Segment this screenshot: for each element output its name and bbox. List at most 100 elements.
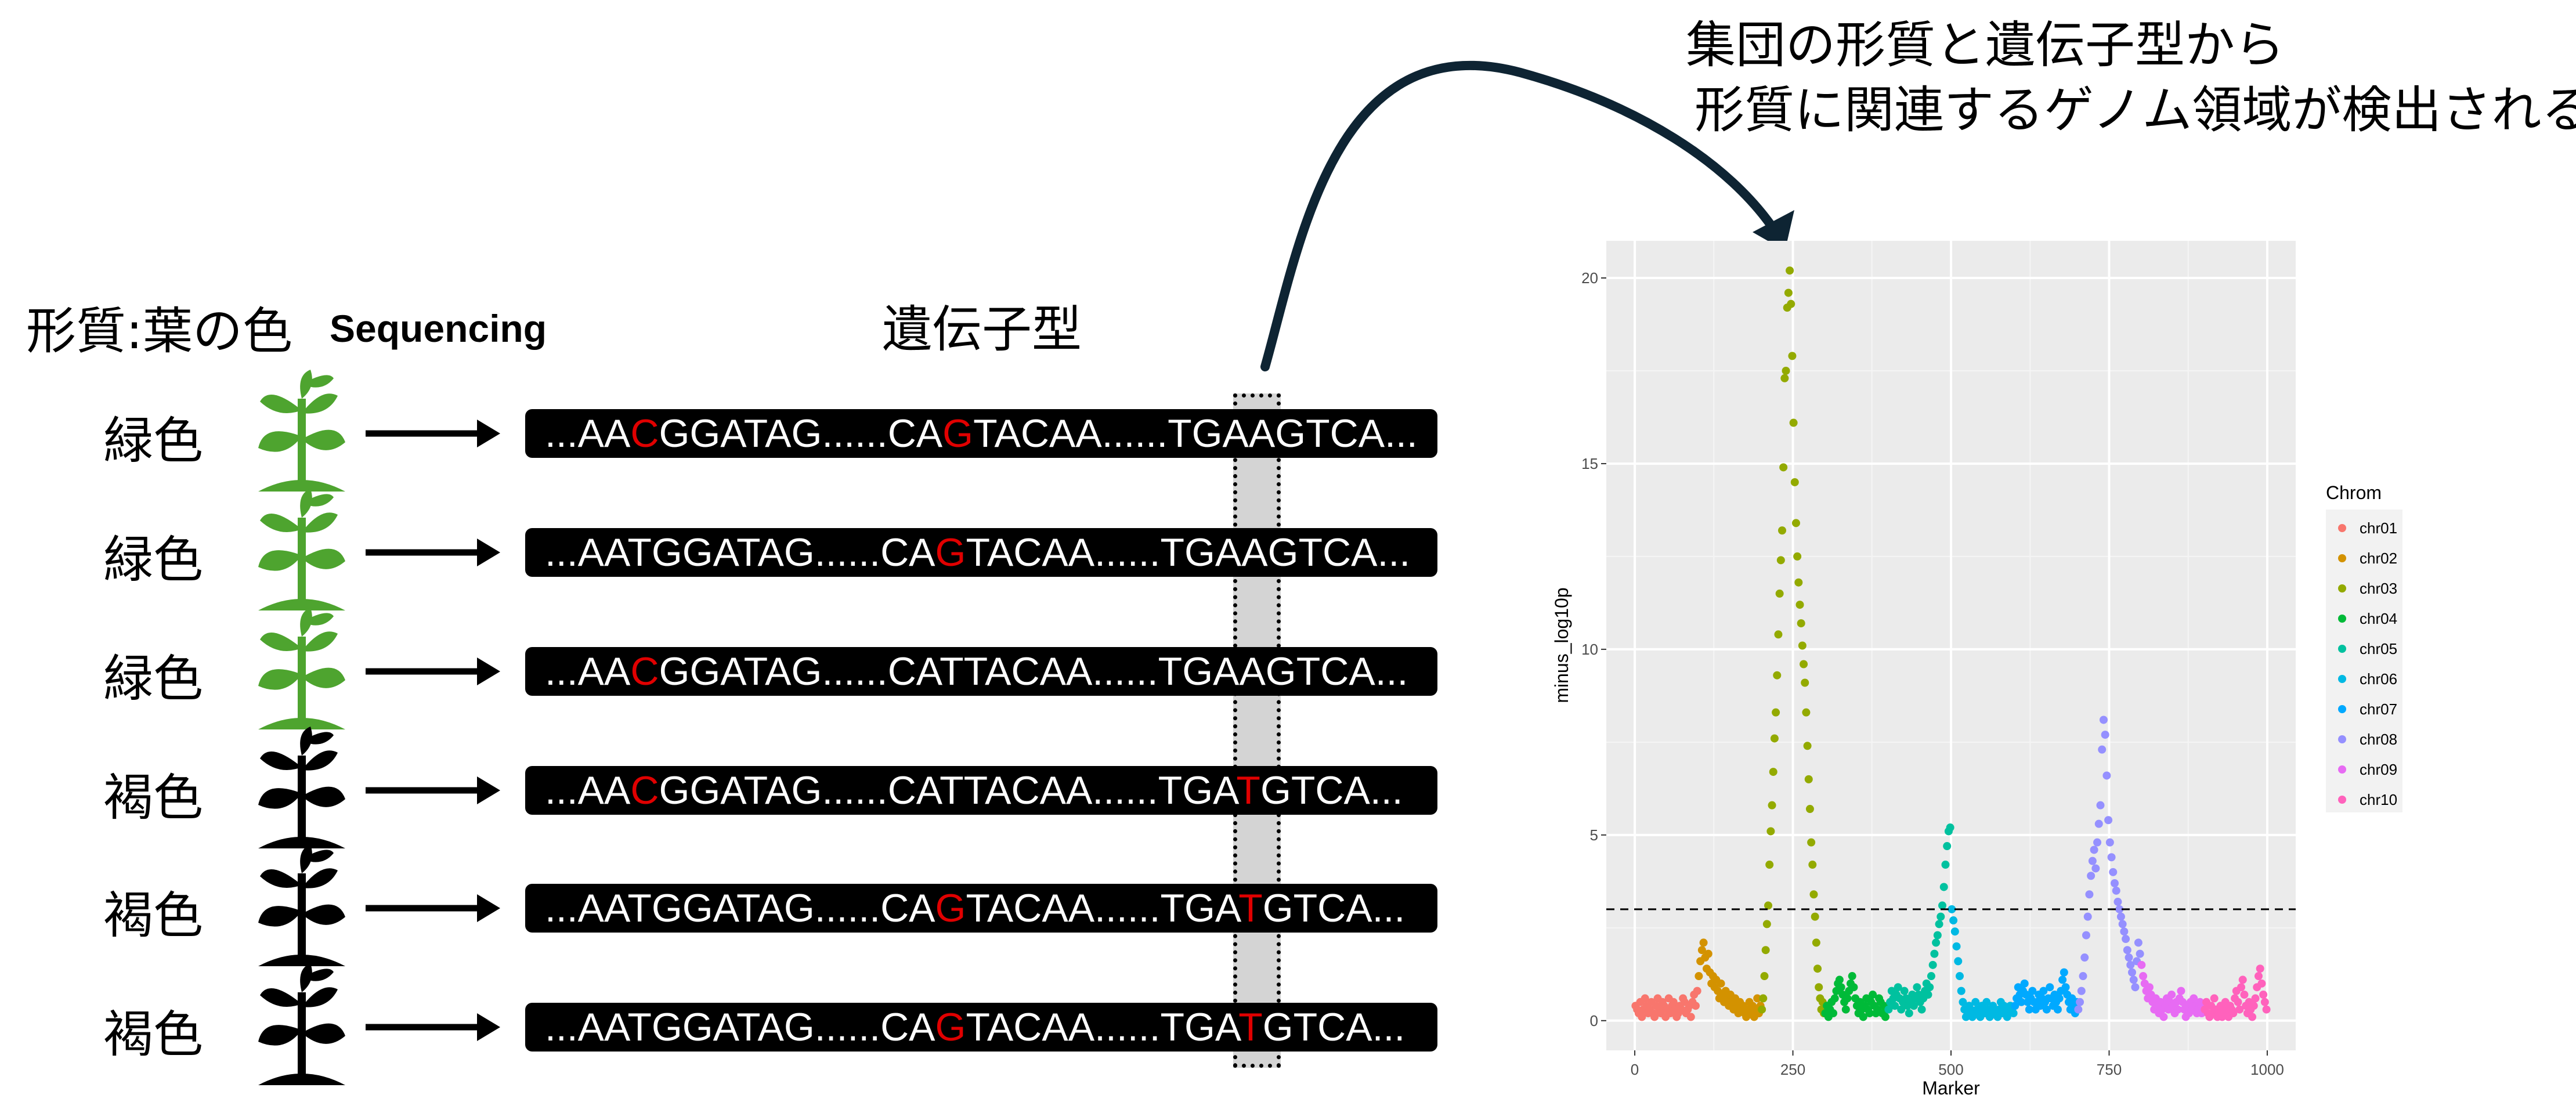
data-point (1775, 589, 1784, 598)
plants-layer (258, 370, 345, 1085)
data-point (2058, 975, 2067, 984)
sequence-text: ...AATGGATAG......CA (545, 530, 935, 575)
data-point (2240, 991, 2249, 999)
row-arrow-head (477, 420, 500, 447)
sequence-text: TACAA......TGA (966, 1005, 1239, 1049)
data-point (2083, 912, 2092, 921)
legend-swatch (2338, 524, 2346, 532)
data-point (2210, 994, 2219, 1003)
x-tick-label: 750 (2097, 1061, 2122, 1078)
data-point (2053, 1005, 2062, 1014)
row-arrow-head (477, 776, 500, 804)
data-point (1897, 1005, 1906, 1014)
data-point (2257, 979, 2266, 988)
data-point (1717, 979, 1725, 988)
y-tick-label: 15 (1581, 455, 1598, 472)
legend-label: chr03 (2360, 580, 2397, 597)
legend-swatch (2338, 615, 2346, 623)
data-point (1786, 266, 1794, 275)
series-chr01 (1631, 987, 1701, 1021)
data-point (1759, 994, 1768, 1003)
data-point (1769, 768, 1777, 776)
snp-base: C (630, 768, 659, 812)
y-axis-title: minus_log10p (1551, 587, 1572, 703)
plant-icon (258, 727, 345, 848)
data-point (2256, 964, 2264, 973)
caption: 集団の形質と遺伝子型から 形質に関連するゲノム領域が検出される (1686, 13, 2576, 143)
series-chr07 (2011, 968, 2081, 1018)
data-point (2082, 931, 2090, 940)
data-point (1894, 983, 1902, 992)
data-point (1779, 463, 1788, 472)
sequence-text: ...AATGGATAG......CA (545, 1005, 935, 1049)
data-point (1950, 927, 1959, 936)
data-point (1790, 478, 1799, 486)
data-point (1971, 998, 1980, 1006)
data-point (1791, 519, 1800, 527)
data-point (1948, 905, 1956, 913)
data-point (1764, 901, 1773, 910)
data-point (1859, 1013, 1867, 1021)
y-tick-label: 10 (1581, 641, 1598, 658)
data-point (2235, 1005, 2244, 1014)
data-point (1669, 998, 1678, 1006)
data-point (1805, 805, 1814, 814)
legend-label: chr04 (2360, 610, 2397, 627)
plant-icon (258, 963, 345, 1085)
legend-swatch (2338, 675, 2346, 683)
plant-icon (258, 489, 345, 610)
sequence-text: TACAA......TGAAGTCA... (966, 530, 1411, 575)
data-point (1959, 998, 1967, 1006)
data-point (2020, 979, 2029, 988)
data-point (2104, 816, 2113, 825)
snp-base: G (942, 411, 974, 456)
data-point (2085, 890, 2094, 899)
data-point (1772, 708, 1780, 717)
data-point (2060, 968, 2068, 977)
sequence-bar: ...AATGGATAG......CAGTACAA......TGAAGTCA… (525, 528, 1437, 577)
data-point (2254, 972, 2263, 981)
sequence-text: ...AATGGATAG......CA (545, 886, 935, 930)
sequence-text: TACAA......TGA (966, 886, 1239, 930)
data-point (1865, 1009, 1874, 1018)
x-tick-label: 0 (1631, 1061, 1639, 1078)
data-point (2259, 991, 2268, 999)
data-point (2131, 983, 2140, 992)
data-point (2094, 819, 2103, 828)
data-point (1909, 1002, 1918, 1010)
legend: Chrom chr01 chr02 chr03 chr04 chr05 chr06 chr0… (2326, 482, 2402, 812)
data-point (2090, 846, 2098, 854)
data-point (1900, 987, 1909, 995)
data-point (2091, 864, 2100, 873)
sequence-bar: ...AACGGATAG......CATTACAA......TGAAGTCA… (525, 647, 1437, 696)
data-point (1780, 374, 1789, 382)
data-point (2107, 853, 2116, 862)
data-point (2105, 838, 2114, 847)
data-point (2061, 983, 2070, 992)
data-point (1884, 1005, 1893, 1014)
data-point (1693, 987, 1701, 995)
sequence-bar: ...AACGGATAG......CATTACAA......TGATGTCA… (525, 766, 1437, 815)
sequence-text: GTCA... (1262, 1005, 1406, 1049)
data-point (1957, 987, 1966, 995)
data-point (1849, 983, 1858, 992)
legend-label: chr07 (2360, 700, 2397, 718)
x-tick-label: 250 (1780, 1061, 1805, 1078)
trait-label: 緑色 (103, 412, 203, 470)
data-point (2237, 983, 2245, 992)
row-arrow-head (477, 539, 500, 566)
data-point (2139, 972, 2148, 981)
snp-base: C (630, 649, 659, 693)
snp-base: G (935, 886, 966, 930)
snp-base: T (1236, 768, 1260, 812)
data-point (2126, 960, 2135, 969)
data-point (1795, 601, 1804, 609)
data-point (1924, 991, 1932, 999)
data-point (2042, 1005, 2051, 1014)
data-point (1939, 883, 1948, 891)
data-point (1891, 1002, 1899, 1010)
data-point (1928, 960, 1937, 969)
trait-label: 褐色 (103, 887, 203, 945)
data-point (1949, 916, 1958, 925)
data-point (2177, 987, 2185, 995)
